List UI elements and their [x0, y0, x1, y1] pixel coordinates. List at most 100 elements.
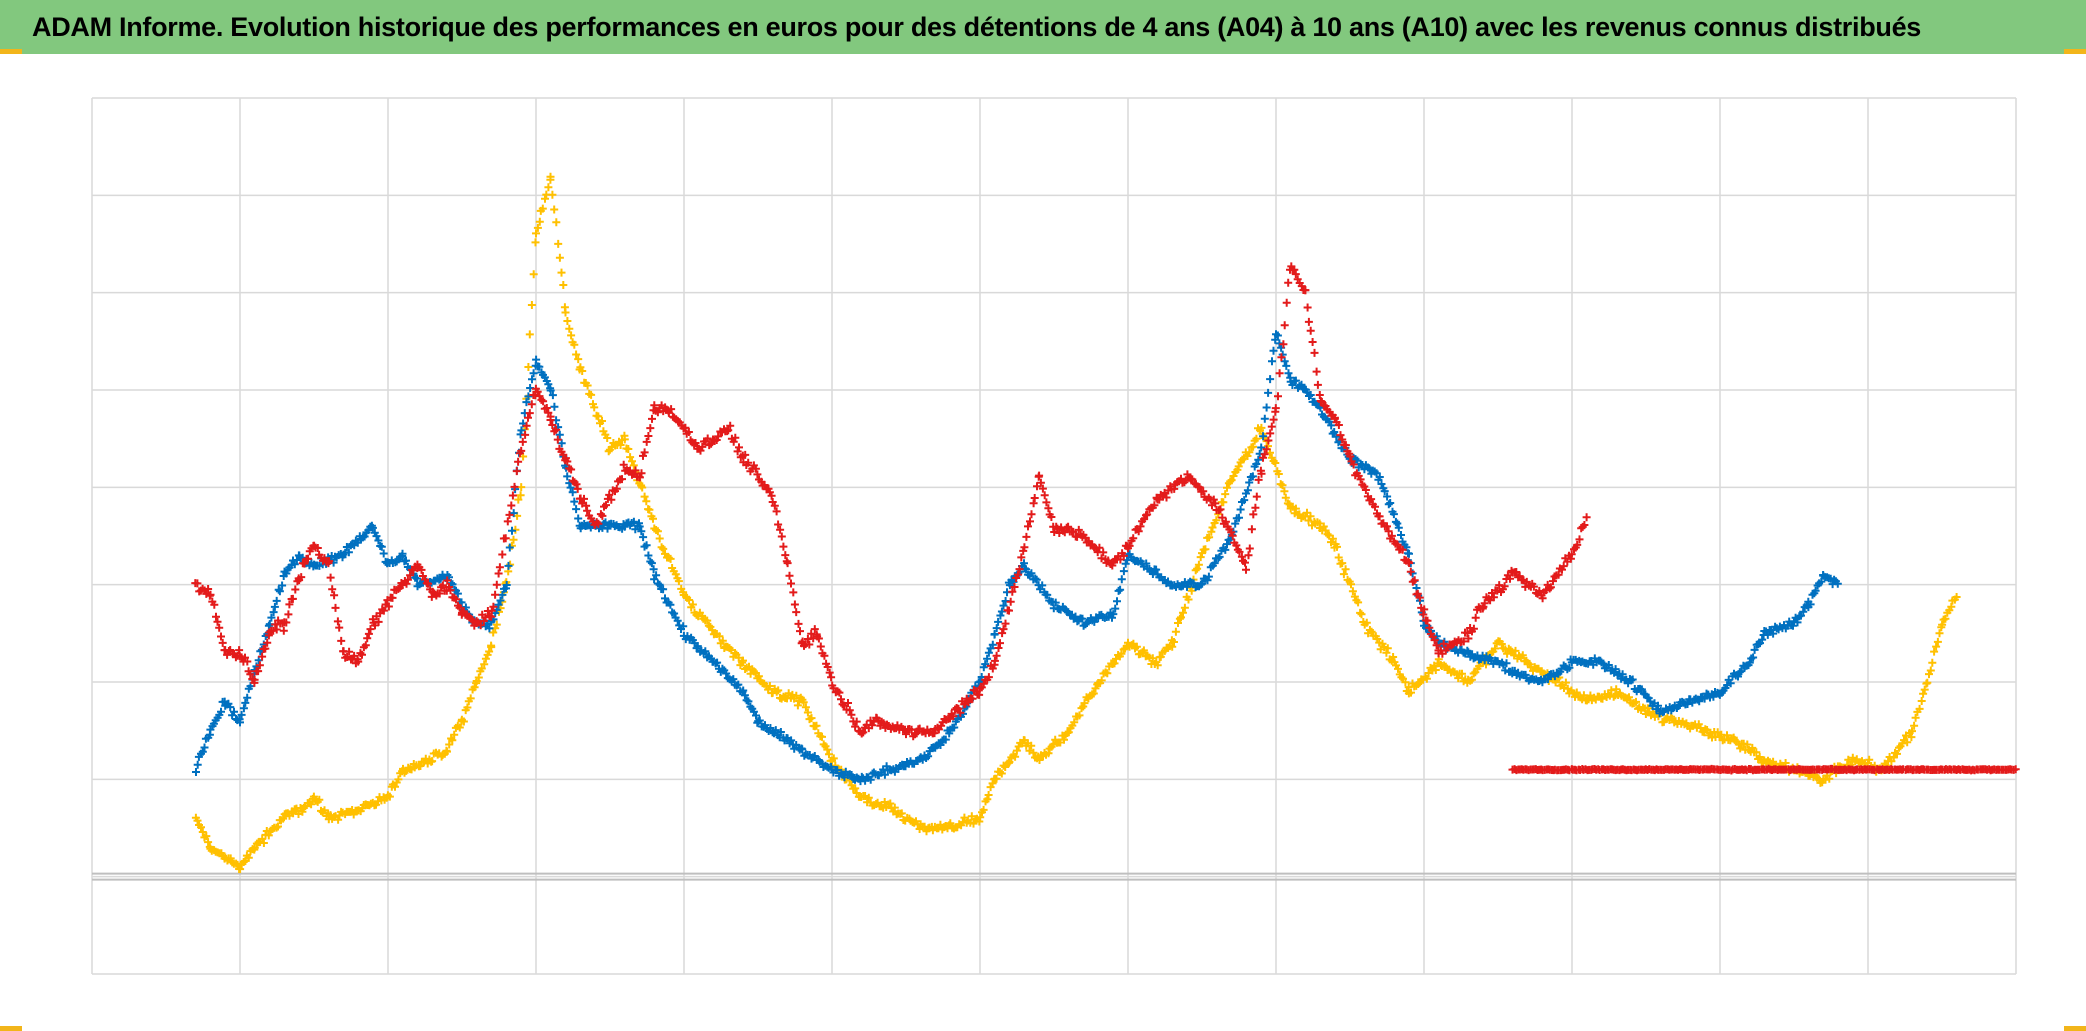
data-point: [1384, 500, 1393, 509]
data-point: [377, 542, 386, 551]
data-point: [992, 651, 1001, 660]
data-point: [805, 640, 814, 649]
data-point: [646, 424, 655, 433]
data-point: [1334, 421, 1343, 429]
data-point: [1341, 565, 1350, 574]
data-point: [1036, 478, 1045, 487]
data-point: [282, 618, 291, 627]
data-point: [659, 544, 668, 553]
corner-accent: [0, 1026, 22, 1031]
data-point: [494, 569, 503, 578]
data-point: [825, 668, 834, 677]
data-point: [1014, 570, 1022, 579]
data-point: [552, 218, 561, 227]
data-point: [570, 340, 579, 349]
data-point: [976, 813, 985, 822]
data-point: [1313, 380, 1322, 389]
data-point: [1248, 472, 1257, 481]
data-point: [580, 494, 588, 503]
data-point: [1280, 487, 1289, 496]
data-point: [309, 792, 318, 801]
data-point: [661, 594, 669, 603]
data-point: [681, 423, 690, 432]
data-point: [272, 823, 281, 832]
data-point: [1454, 674, 1463, 683]
data-point: [335, 623, 344, 632]
data-point: [1748, 743, 1757, 752]
data-point: [994, 644, 1003, 652]
data-point: [645, 505, 654, 514]
data-point: [1310, 348, 1319, 357]
data-point: [527, 400, 536, 409]
data-point: [1497, 640, 1506, 648]
data-point: [1260, 414, 1269, 423]
data-point: [1027, 569, 1036, 578]
data-point: [282, 569, 291, 578]
data-point: [1218, 513, 1227, 522]
data-point: [1941, 614, 1950, 623]
data-point: [639, 533, 648, 542]
data-point: [984, 648, 993, 657]
data-point: [838, 700, 847, 709]
data-point: [492, 620, 501, 629]
data-point: [735, 443, 743, 452]
data-point: [1226, 477, 1235, 486]
data-point: [801, 703, 810, 712]
data-point: [1833, 579, 1842, 588]
data-point: [1752, 748, 1761, 757]
data-point: [531, 238, 540, 247]
data-point: [1168, 642, 1177, 651]
data-point: [1245, 544, 1254, 553]
data-point: [388, 593, 397, 602]
data-point: [1271, 459, 1280, 467]
data-point: [754, 672, 763, 681]
data-point: [206, 590, 215, 599]
data-point: [781, 551, 790, 560]
data-point: [374, 617, 383, 626]
data-point: [1371, 502, 1379, 511]
data-point: [890, 803, 899, 812]
data-point: [674, 577, 683, 586]
data-point: [1089, 689, 1098, 698]
data-point: [1947, 602, 1956, 611]
data-point: [1304, 516, 1313, 525]
data-point: [1567, 550, 1576, 559]
data-point: [1339, 570, 1348, 579]
data-point: [450, 730, 459, 739]
data-point: [648, 414, 656, 423]
data-point: [474, 673, 483, 682]
data-point: [790, 600, 799, 609]
data-point: [504, 561, 513, 570]
data-point: [334, 815, 343, 824]
data-point: [1227, 476, 1236, 485]
data-point: [767, 491, 776, 500]
data-point: [1119, 551, 1128, 560]
data-point: [796, 627, 804, 636]
data-point: [792, 691, 801, 700]
data-point: [279, 814, 288, 823]
data-point: [644, 551, 653, 560]
data-point: [638, 483, 647, 492]
data-point: [394, 584, 403, 593]
data-point: [1535, 586, 1544, 595]
data-point: [1117, 649, 1126, 658]
data-point: [770, 501, 779, 510]
data-point: [1799, 607, 1808, 616]
data-point: [1097, 554, 1106, 563]
data-point: [1495, 581, 1504, 590]
data-point: [1346, 452, 1355, 461]
data-point: [313, 544, 322, 552]
data-point: [485, 624, 494, 633]
data-point: [1273, 331, 1282, 340]
data-point: [1223, 483, 1231, 492]
data-point: [1212, 516, 1221, 525]
data-point: [1282, 298, 1291, 307]
data-point: [1341, 441, 1350, 450]
data-point: [1251, 503, 1260, 512]
data-point: [446, 586, 455, 595]
series-3: [1508, 764, 2020, 775]
data-point: [522, 421, 531, 430]
data-point: [1044, 749, 1053, 758]
data-point: [1074, 525, 1083, 534]
data-point: [1612, 685, 1621, 694]
